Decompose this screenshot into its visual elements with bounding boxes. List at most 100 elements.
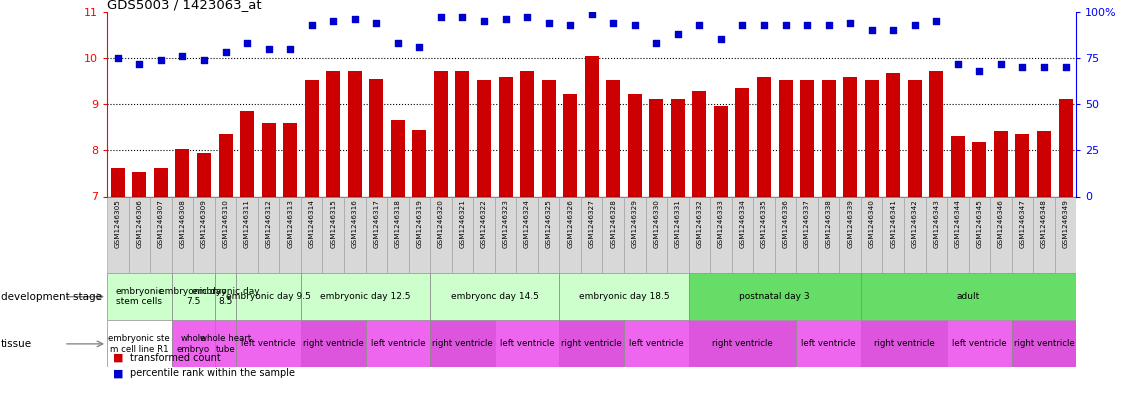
Text: GSM1246329: GSM1246329 <box>632 199 638 248</box>
Bar <box>171 196 193 273</box>
Point <box>734 22 752 28</box>
Text: left ventricle: left ventricle <box>241 340 296 348</box>
Text: GSM1246340: GSM1246340 <box>869 199 875 248</box>
Text: ■: ■ <box>113 368 123 378</box>
Bar <box>365 320 431 367</box>
Text: GDS5003 / 1423063_at: GDS5003 / 1423063_at <box>107 0 261 11</box>
Text: GSM1246334: GSM1246334 <box>739 199 745 248</box>
Text: GSM1246331: GSM1246331 <box>675 199 681 248</box>
Text: GSM1246324: GSM1246324 <box>524 199 530 248</box>
Text: GSM1246330: GSM1246330 <box>654 199 659 248</box>
Bar <box>348 71 362 196</box>
Bar <box>215 196 237 273</box>
Bar <box>132 173 147 196</box>
Bar <box>689 320 797 367</box>
Bar <box>861 273 1076 320</box>
Bar <box>391 120 405 196</box>
Bar <box>283 123 298 196</box>
Bar <box>864 80 879 196</box>
Bar <box>301 273 431 320</box>
Bar <box>559 273 689 320</box>
Text: right ventricle: right ventricle <box>1013 340 1074 348</box>
Text: tissue: tissue <box>1 339 33 349</box>
Text: GSM1246318: GSM1246318 <box>394 199 401 248</box>
Bar <box>365 196 387 273</box>
Bar <box>107 196 128 273</box>
Bar <box>667 196 689 273</box>
Text: GSM1246315: GSM1246315 <box>330 199 336 248</box>
Bar <box>176 149 189 196</box>
Text: GSM1246333: GSM1246333 <box>718 199 724 248</box>
Text: GSM1246316: GSM1246316 <box>352 199 357 248</box>
Point <box>367 20 385 26</box>
Point <box>109 55 127 61</box>
Text: GSM1246306: GSM1246306 <box>136 199 142 248</box>
Bar <box>495 320 559 367</box>
Point <box>970 68 988 74</box>
Text: GSM1246345: GSM1246345 <box>976 199 983 248</box>
Bar <box>370 79 383 196</box>
Text: GSM1246342: GSM1246342 <box>912 199 917 248</box>
Point <box>174 53 192 59</box>
Text: GSM1246305: GSM1246305 <box>115 199 121 248</box>
Point <box>928 18 946 24</box>
Text: whole
embryo: whole embryo <box>177 334 210 354</box>
Text: GSM1246347: GSM1246347 <box>1020 199 1026 248</box>
Bar <box>219 134 232 196</box>
Point <box>1013 64 1031 70</box>
Text: GSM1246317: GSM1246317 <box>373 199 380 248</box>
Point <box>259 46 277 52</box>
Bar <box>628 94 641 196</box>
Point <box>540 20 558 26</box>
Bar <box>689 196 710 273</box>
Bar <box>520 71 534 196</box>
Point <box>777 22 795 28</box>
Text: GSM1246308: GSM1246308 <box>179 199 186 248</box>
Point <box>1056 64 1074 70</box>
Bar <box>904 196 925 273</box>
Bar <box>822 80 835 196</box>
Bar <box>624 320 689 367</box>
Bar <box>606 80 620 196</box>
Bar <box>692 91 707 196</box>
Bar <box>861 320 947 367</box>
Text: GSM1246327: GSM1246327 <box>588 199 595 248</box>
Text: GSM1246319: GSM1246319 <box>416 199 423 248</box>
Bar <box>237 196 258 273</box>
Point <box>885 27 903 33</box>
Bar <box>301 196 322 273</box>
Bar <box>1015 134 1029 196</box>
Bar <box>258 196 279 273</box>
Point <box>647 40 665 46</box>
Bar <box>818 196 840 273</box>
Text: GSM1246323: GSM1246323 <box>503 199 508 248</box>
Bar <box>215 273 237 320</box>
Text: left ventricle: left ventricle <box>499 340 554 348</box>
Point <box>216 49 234 55</box>
Bar <box>671 99 685 196</box>
Bar <box>171 320 215 367</box>
Text: development stage: development stage <box>1 292 103 302</box>
Text: right ventricle: right ventricle <box>303 340 364 348</box>
Bar <box>559 320 624 367</box>
Bar <box>538 196 559 273</box>
Bar <box>753 196 774 273</box>
Point <box>561 22 579 28</box>
Text: embryonic
stem cells: embryonic stem cells <box>115 287 163 307</box>
Bar <box>301 320 365 367</box>
Bar <box>779 80 792 196</box>
Text: GSM1246344: GSM1246344 <box>955 199 961 248</box>
Text: embryonc day 14.5: embryonc day 14.5 <box>451 292 539 301</box>
Bar <box>107 273 171 320</box>
Point <box>325 18 343 24</box>
Text: percentile rank within the sample: percentile rank within the sample <box>130 368 294 378</box>
Point <box>238 40 256 46</box>
Bar <box>649 99 664 196</box>
Text: adult: adult <box>957 292 980 301</box>
Bar <box>434 71 447 196</box>
Point <box>668 31 686 37</box>
Bar <box>930 71 943 196</box>
Point <box>152 57 170 63</box>
Bar <box>559 196 580 273</box>
Bar <box>431 273 559 320</box>
